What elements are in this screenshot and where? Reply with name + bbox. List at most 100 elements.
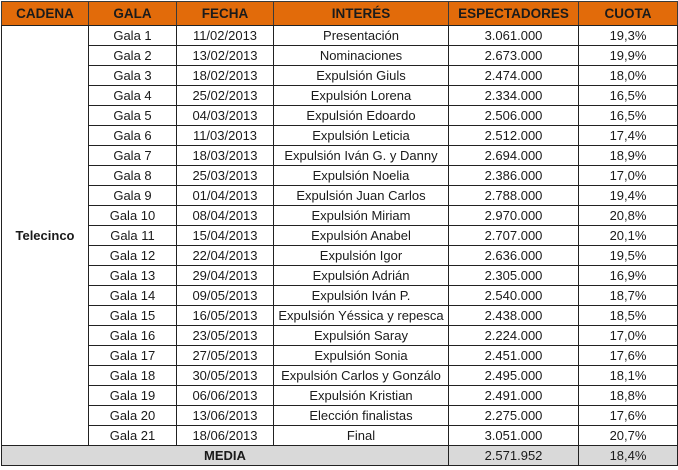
fecha-cell: 23/05/2013: [176, 325, 274, 346]
fecha-cell: 18/03/2013: [176, 145, 274, 166]
interes-cell: Expulsión Yéssica y repesca: [273, 305, 449, 326]
cuota-cell: 18,1%: [578, 365, 678, 386]
espectadores-cell: 2.275.000: [448, 405, 579, 426]
espectadores-cell: 2.224.000: [448, 325, 579, 346]
cuota-cell: 17,0%: [578, 165, 678, 186]
header-interes: INTERÉS: [273, 1, 449, 26]
header-fecha: FECHA: [176, 1, 274, 26]
fecha-cell: 25/03/2013: [176, 165, 274, 186]
cuota-cell: 16,9%: [578, 265, 678, 286]
interes-cell: Expulsión Iván G. y Danny: [273, 145, 449, 166]
table-row: Gala 18 30/05/2013 Expulsión Carlos y Gonz…: [2, 365, 678, 386]
table-row: Gala 19 06/06/2013 Expulsión Kristian 2.491…: [2, 385, 678, 406]
interes-cell: Expulsión Iván P.: [273, 285, 449, 306]
table-row: Gala 3 18/02/2013 Expulsión Giuls 2.474.000…: [2, 65, 678, 86]
interes-cell: Nominaciones: [273, 45, 449, 66]
table-row: Gala 20 13/06/2013 Elección finalistas 2.27…: [2, 405, 678, 426]
cuota-cell: 17,0%: [578, 325, 678, 346]
header-espectadores: ESPECTADORES: [448, 1, 579, 26]
table-row: Gala 9 01/04/2013 Expulsión Juan Carlos 2.7…: [2, 185, 678, 206]
interes-cell: Elección finalistas: [273, 405, 449, 426]
gala-cell: Gala 1: [88, 25, 177, 46]
fecha-cell: 13/06/2013: [176, 405, 274, 426]
espectadores-cell: 2.694.000: [448, 145, 579, 166]
gala-cell: Gala 2: [88, 45, 177, 66]
gala-cell: Gala 14: [88, 285, 177, 306]
fecha-cell: 08/04/2013: [176, 205, 274, 226]
table-body: Telecinco Gala 1 11/02/2013 Presentación 3.0…: [1, 25, 678, 466]
cadena-cell: Telecinco: [1, 25, 89, 446]
espectadores-cell: 2.636.000: [448, 245, 579, 266]
gala-cell: Gala 12: [88, 245, 177, 266]
espectadores-cell: 2.474.000: [448, 65, 579, 86]
interes-cell: Expulsión Sonia: [273, 345, 449, 366]
espectadores-cell: 2.495.000: [448, 365, 579, 386]
media-row: MEDIA 2.571.952 18,4%: [1, 445, 678, 466]
cuota-cell: 19,5%: [578, 245, 678, 266]
interes-cell: Expulsión Giuls: [273, 65, 449, 86]
interes-cell: Expulsión Lorena: [273, 85, 449, 106]
espectadores-cell: 2.386.000: [448, 165, 579, 186]
table-row: Gala 4 25/02/2013 Expulsión Lorena 2.334.00…: [2, 85, 678, 106]
fecha-cell: 18/02/2013: [176, 65, 274, 86]
gala-cell: Gala 4: [88, 85, 177, 106]
table-row: Gala 2 13/02/2013 Nominaciones 2.673.000 19,…: [2, 45, 678, 66]
cuota-cell: 17,4%: [578, 125, 678, 146]
table-row: Gala 11 15/04/2013 Expulsión Anabel 2.707.0…: [2, 225, 678, 246]
gala-cell: Gala 8: [88, 165, 177, 186]
espectadores-cell: 3.051.000: [448, 425, 579, 446]
cuota-cell: 16,5%: [578, 105, 678, 126]
espectadores-cell: 2.970.000: [448, 205, 579, 226]
espectadores-cell: 2.305.000: [448, 265, 579, 286]
espectadores-cell: 2.788.000: [448, 185, 579, 206]
fecha-cell: 27/05/2013: [176, 345, 274, 366]
interes-cell: Presentación: [273, 25, 449, 46]
cuota-cell: 17,6%: [578, 405, 678, 426]
cuota-cell: 20,1%: [578, 225, 678, 246]
interes-cell: Expulsión Kristian: [273, 385, 449, 406]
fecha-cell: 04/03/2013: [176, 105, 274, 126]
gala-cell: Gala 5: [88, 105, 177, 126]
table-row: Gala 15 16/05/2013 Expulsión Yéssica y rep…: [2, 305, 678, 326]
table-row: Gala 16 23/05/2013 Expulsión Saray 2.224.00…: [2, 325, 678, 346]
espectadores-cell: 2.451.000: [448, 345, 579, 366]
interes-cell: Final: [273, 425, 449, 446]
fecha-cell: 18/06/2013: [176, 425, 274, 446]
cuota-cell: 19,3%: [578, 25, 678, 46]
gala-cell: Gala 21: [88, 425, 177, 446]
espectadores-cell: 2.512.000: [448, 125, 579, 146]
table-row: Gala 5 04/03/2013 Expulsión Edoardo 2.506.0…: [2, 105, 678, 126]
espectadores-cell: 2.707.000: [448, 225, 579, 246]
gala-cell: Gala 9: [88, 185, 177, 206]
cuota-cell: 18,5%: [578, 305, 678, 326]
espectadores-cell: 2.334.000: [448, 85, 579, 106]
fecha-cell: 06/06/2013: [176, 385, 274, 406]
interes-cell: Expulsión Anabel: [273, 225, 449, 246]
table-row: Gala 10 08/04/2013 Expulsión Miriam 2.970.0…: [2, 205, 678, 226]
table-row: Gala 21 18/06/2013 Final 3.051.000 20,7%: [2, 425, 678, 446]
gala-cell: Gala 16: [88, 325, 177, 346]
header-cuota: CUOTA: [578, 1, 678, 26]
fecha-cell: 29/04/2013: [176, 265, 274, 286]
fecha-cell: 01/04/2013: [176, 185, 274, 206]
gala-cell: Gala 18: [88, 365, 177, 386]
fecha-cell: 25/02/2013: [176, 85, 274, 106]
table-row: Telecinco Gala 1 11/02/2013 Presentación 3.0…: [1, 25, 678, 446]
table-row: Gala 6 11/03/2013 Expulsión Leticia 2.512.0…: [2, 125, 678, 146]
espectadores-cell: 2.438.000: [448, 305, 579, 326]
fecha-cell: 09/05/2013: [176, 285, 274, 306]
media-cuota: 18,4%: [578, 445, 678, 466]
cuota-cell: 19,9%: [578, 45, 678, 66]
gala-cell: Gala 7: [88, 145, 177, 166]
fecha-cell: 11/03/2013: [176, 125, 274, 146]
cuota-cell: 18,9%: [578, 145, 678, 166]
fecha-cell: 22/04/2013: [176, 245, 274, 266]
cuota-cell: 20,7%: [578, 425, 678, 446]
table-row: Gala 14 09/05/2013 Expulsión Iván P. 2.540.…: [2, 285, 678, 306]
cuota-cell: 16,5%: [578, 85, 678, 106]
header-row: CADENA GALA FECHA INTERÉS ESPECTADORES C…: [1, 1, 678, 26]
gala-cell: Gala 3: [88, 65, 177, 86]
interes-cell: Expulsión Adrián: [273, 265, 449, 286]
espectadores-cell: 2.540.000: [448, 285, 579, 306]
